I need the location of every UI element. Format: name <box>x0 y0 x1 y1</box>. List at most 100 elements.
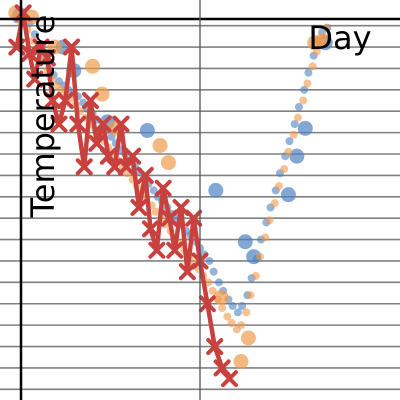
data-point <box>218 304 227 313</box>
x-marker <box>148 241 166 259</box>
x-marker-stroke <box>63 38 81 56</box>
data-point <box>285 137 294 146</box>
data-point <box>94 86 110 102</box>
x-marker-stroke <box>172 198 190 216</box>
x-marker <box>20 44 38 62</box>
x-marker-stroke <box>124 147 142 165</box>
data-point <box>261 233 270 242</box>
x-marker-stroke <box>38 49 56 67</box>
data-point <box>289 148 305 164</box>
data-point <box>24 9 40 25</box>
x-marker <box>166 241 184 259</box>
x-marker-stroke <box>148 241 166 259</box>
x-marker-stroke <box>136 166 154 184</box>
x-marker-stroke <box>14 4 32 22</box>
x-marker <box>44 92 62 110</box>
x-marker <box>154 179 172 197</box>
data-point <box>209 267 218 276</box>
x-marker-stroke <box>50 115 68 133</box>
data-point <box>233 353 249 369</box>
data-point <box>233 308 242 317</box>
data-point <box>300 85 309 94</box>
data-point <box>256 252 264 261</box>
x-marker-stroke <box>185 209 203 227</box>
data-point <box>289 130 298 139</box>
x-marker <box>69 115 87 133</box>
x-marker-stroke <box>142 220 160 238</box>
data-point <box>280 164 289 173</box>
data-point <box>270 199 279 208</box>
x-marker-stroke <box>213 359 231 377</box>
x-marker <box>198 295 216 313</box>
x-marker <box>99 147 117 165</box>
data-point <box>152 137 168 153</box>
x-marker-stroke <box>44 92 62 110</box>
data-point <box>293 113 302 122</box>
x-marker <box>82 92 100 110</box>
x-marker <box>26 70 44 88</box>
data-point <box>274 182 283 191</box>
data-point <box>280 187 296 203</box>
x-marker <box>63 38 81 56</box>
x-marker-stroke <box>220 370 238 388</box>
data-point <box>214 278 223 287</box>
data-point <box>208 182 224 198</box>
data-point <box>240 330 256 346</box>
data-point <box>30 30 39 39</box>
x-marker <box>94 115 112 133</box>
data-point <box>297 120 313 136</box>
data-point <box>160 155 176 171</box>
x-marker-stroke <box>75 158 93 176</box>
data-point <box>47 39 63 55</box>
x-marker <box>88 134 106 152</box>
data-point <box>213 289 229 305</box>
data-point <box>238 301 247 310</box>
x-marker-stroke <box>26 70 44 88</box>
data-point <box>208 286 217 295</box>
x-marker <box>32 38 50 56</box>
data-point <box>246 249 262 265</box>
x-marker <box>185 209 203 227</box>
x-marker <box>136 166 154 184</box>
data-point <box>308 62 317 71</box>
x-marker-stroke <box>130 198 148 216</box>
data-point <box>322 23 331 32</box>
x-marker <box>14 4 32 22</box>
x-marker-stroke <box>99 147 117 165</box>
data-point <box>294 102 303 111</box>
data-point <box>303 79 312 88</box>
x-marker <box>142 220 160 238</box>
x-marker-stroke <box>32 38 50 56</box>
data-point <box>246 291 255 300</box>
data-point <box>205 256 214 265</box>
x-marker <box>206 338 224 356</box>
x-marker <box>112 115 130 133</box>
data-point <box>237 321 246 330</box>
x-marker <box>50 115 68 133</box>
x-marker <box>117 158 135 176</box>
data-point <box>149 186 158 195</box>
x-marker-stroke <box>82 92 100 110</box>
x-marker <box>124 147 142 165</box>
x-marker <box>130 198 148 216</box>
data-point <box>290 120 299 129</box>
data-point <box>227 318 236 327</box>
x-marker-stroke <box>94 115 112 133</box>
data-point <box>228 301 237 310</box>
x-marker-stroke <box>88 134 106 152</box>
x-marker <box>56 92 74 110</box>
x-marker-stroke <box>117 158 135 176</box>
y-axis-label: Temperature <box>24 15 62 219</box>
x-marker <box>106 158 124 176</box>
x-marker <box>213 359 231 377</box>
x-marker-stroke <box>56 92 74 110</box>
x-marker-stroke <box>206 338 224 356</box>
x-marker <box>75 158 93 176</box>
data-point <box>304 68 313 77</box>
data-point <box>251 271 260 280</box>
data-point <box>223 312 232 321</box>
x-marker-stroke <box>69 115 87 133</box>
x-marker-stroke <box>112 115 130 133</box>
